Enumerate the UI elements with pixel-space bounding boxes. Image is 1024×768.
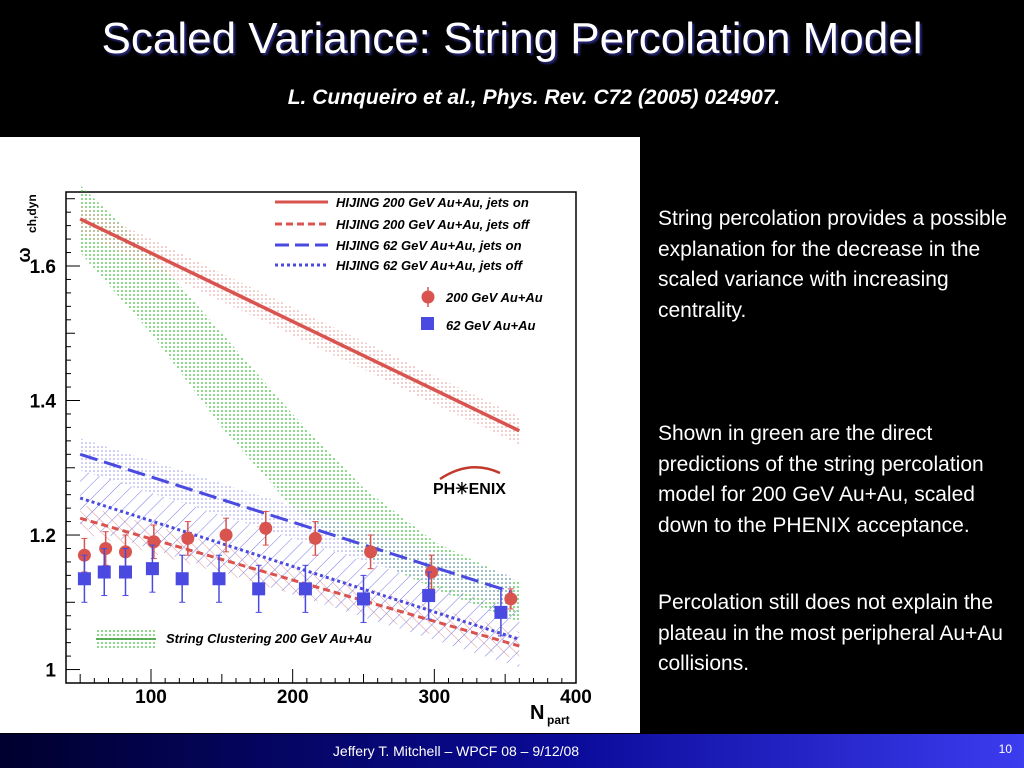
- data-point-200gev: [147, 535, 161, 549]
- data-point-200gev: [181, 531, 195, 545]
- legend-label-62-jets-off: HIJING 62 GeV Au+Au, jets off: [336, 258, 524, 273]
- body-paragraph-1: String percolation provides a possible e…: [658, 207, 1008, 322]
- phenix-logo: PH✳ENIX: [433, 466, 506, 498]
- plot-panel: 100 200 300 400 1 1.2 1.4 1.6 ω ch,dyn N part H…: [0, 137, 640, 733]
- x-tick-label: 300: [418, 687, 450, 708]
- data-point-200gev: [308, 531, 322, 545]
- legend-label-200-jets-off: HIJING 200 GeV Au+Au, jets off: [336, 217, 531, 232]
- legend-data: 200 GeV Au+Au 62 GeV Au+Au: [421, 287, 543, 333]
- legend-label-62-data: 62 GeV Au+Au: [446, 318, 536, 333]
- x-tick-label: 200: [277, 687, 309, 708]
- data-point-62gev: [494, 605, 508, 619]
- data-point-62gev: [175, 572, 189, 586]
- data-point-62gev: [212, 572, 226, 586]
- body-paragraph-3: Percolation still does not explain the p…: [658, 591, 1003, 675]
- svg-text:part: part: [547, 713, 570, 727]
- data-point-200gev: [364, 545, 378, 559]
- phenix-logo-text: PH✳ENIX: [433, 481, 506, 498]
- svg-text:ω: ω: [14, 247, 34, 262]
- x-tick-label: 100: [135, 687, 167, 708]
- slide-subtitle: L. Cunqueiro et al., Phys. Rev. C72 (200…: [287, 86, 781, 109]
- series-line-dotted: [79, 496, 520, 641]
- x-tick-label: 400: [560, 687, 592, 708]
- page-number: 10: [998, 742, 1012, 756]
- legend-label-62-jets-on: HIJING 62 GeV Au+Au, jets on: [336, 238, 522, 253]
- svg-text:N: N: [530, 702, 544, 724]
- data-point-62gev: [357, 592, 370, 606]
- series-line-longdash: [79, 452, 513, 594]
- footer-bar: Jeffery T. Mitchell – WPCF 08 – 9/12/08 …: [0, 734, 1024, 768]
- y-axis-label: ω ch,dyn: [14, 194, 39, 262]
- data-point-62gev: [422, 589, 436, 603]
- data-point-200gev: [219, 528, 233, 542]
- body-paragraph-2: Shown in green are the direct prediction…: [658, 422, 984, 537]
- y-tick-label: 1.6: [30, 257, 56, 278]
- y-tick-label: 1: [45, 661, 56, 682]
- slide-title: Scaled Variance: String Percolation Mode…: [101, 14, 923, 63]
- data-point-62gev: [97, 565, 111, 579]
- y-tick-label: 1.2: [30, 526, 56, 547]
- legend-label-200-data: 200 GeV Au+Au: [445, 290, 543, 305]
- series-line-solid: [79, 217, 521, 433]
- data-point-62gev: [119, 565, 132, 579]
- y-tick-label: 1.4: [30, 392, 57, 413]
- footer-text: Jeffery T. Mitchell – WPCF 08 – 9/12/08: [332, 743, 580, 759]
- data-point-62gev: [145, 562, 159, 576]
- svg-text:ch,dyn: ch,dyn: [25, 194, 39, 233]
- data-point-200gev: [504, 592, 518, 606]
- x-axis-label: N part: [530, 702, 570, 727]
- legend-label-200-jets-on: HIJING 200 GeV Au+Au, jets on: [336, 195, 529, 210]
- legend-string-clustering: String Clustering 200 GeV Au+Au: [96, 628, 372, 650]
- legend-hijing: HIJING 200 GeV Au+Au, jets on HIJING 200…: [275, 195, 531, 273]
- legend-label-string-clustering: String Clustering 200 GeV Au+Au: [166, 631, 372, 646]
- data-point-62gev: [298, 582, 312, 596]
- data-point-62gev: [77, 572, 91, 586]
- data-point-200gev: [259, 521, 273, 535]
- variance-chart: 100 200 300 400 1 1.2 1.4 1.6 ω ch,dyn N part H…: [14, 185, 592, 727]
- data-point-62gev: [252, 582, 266, 596]
